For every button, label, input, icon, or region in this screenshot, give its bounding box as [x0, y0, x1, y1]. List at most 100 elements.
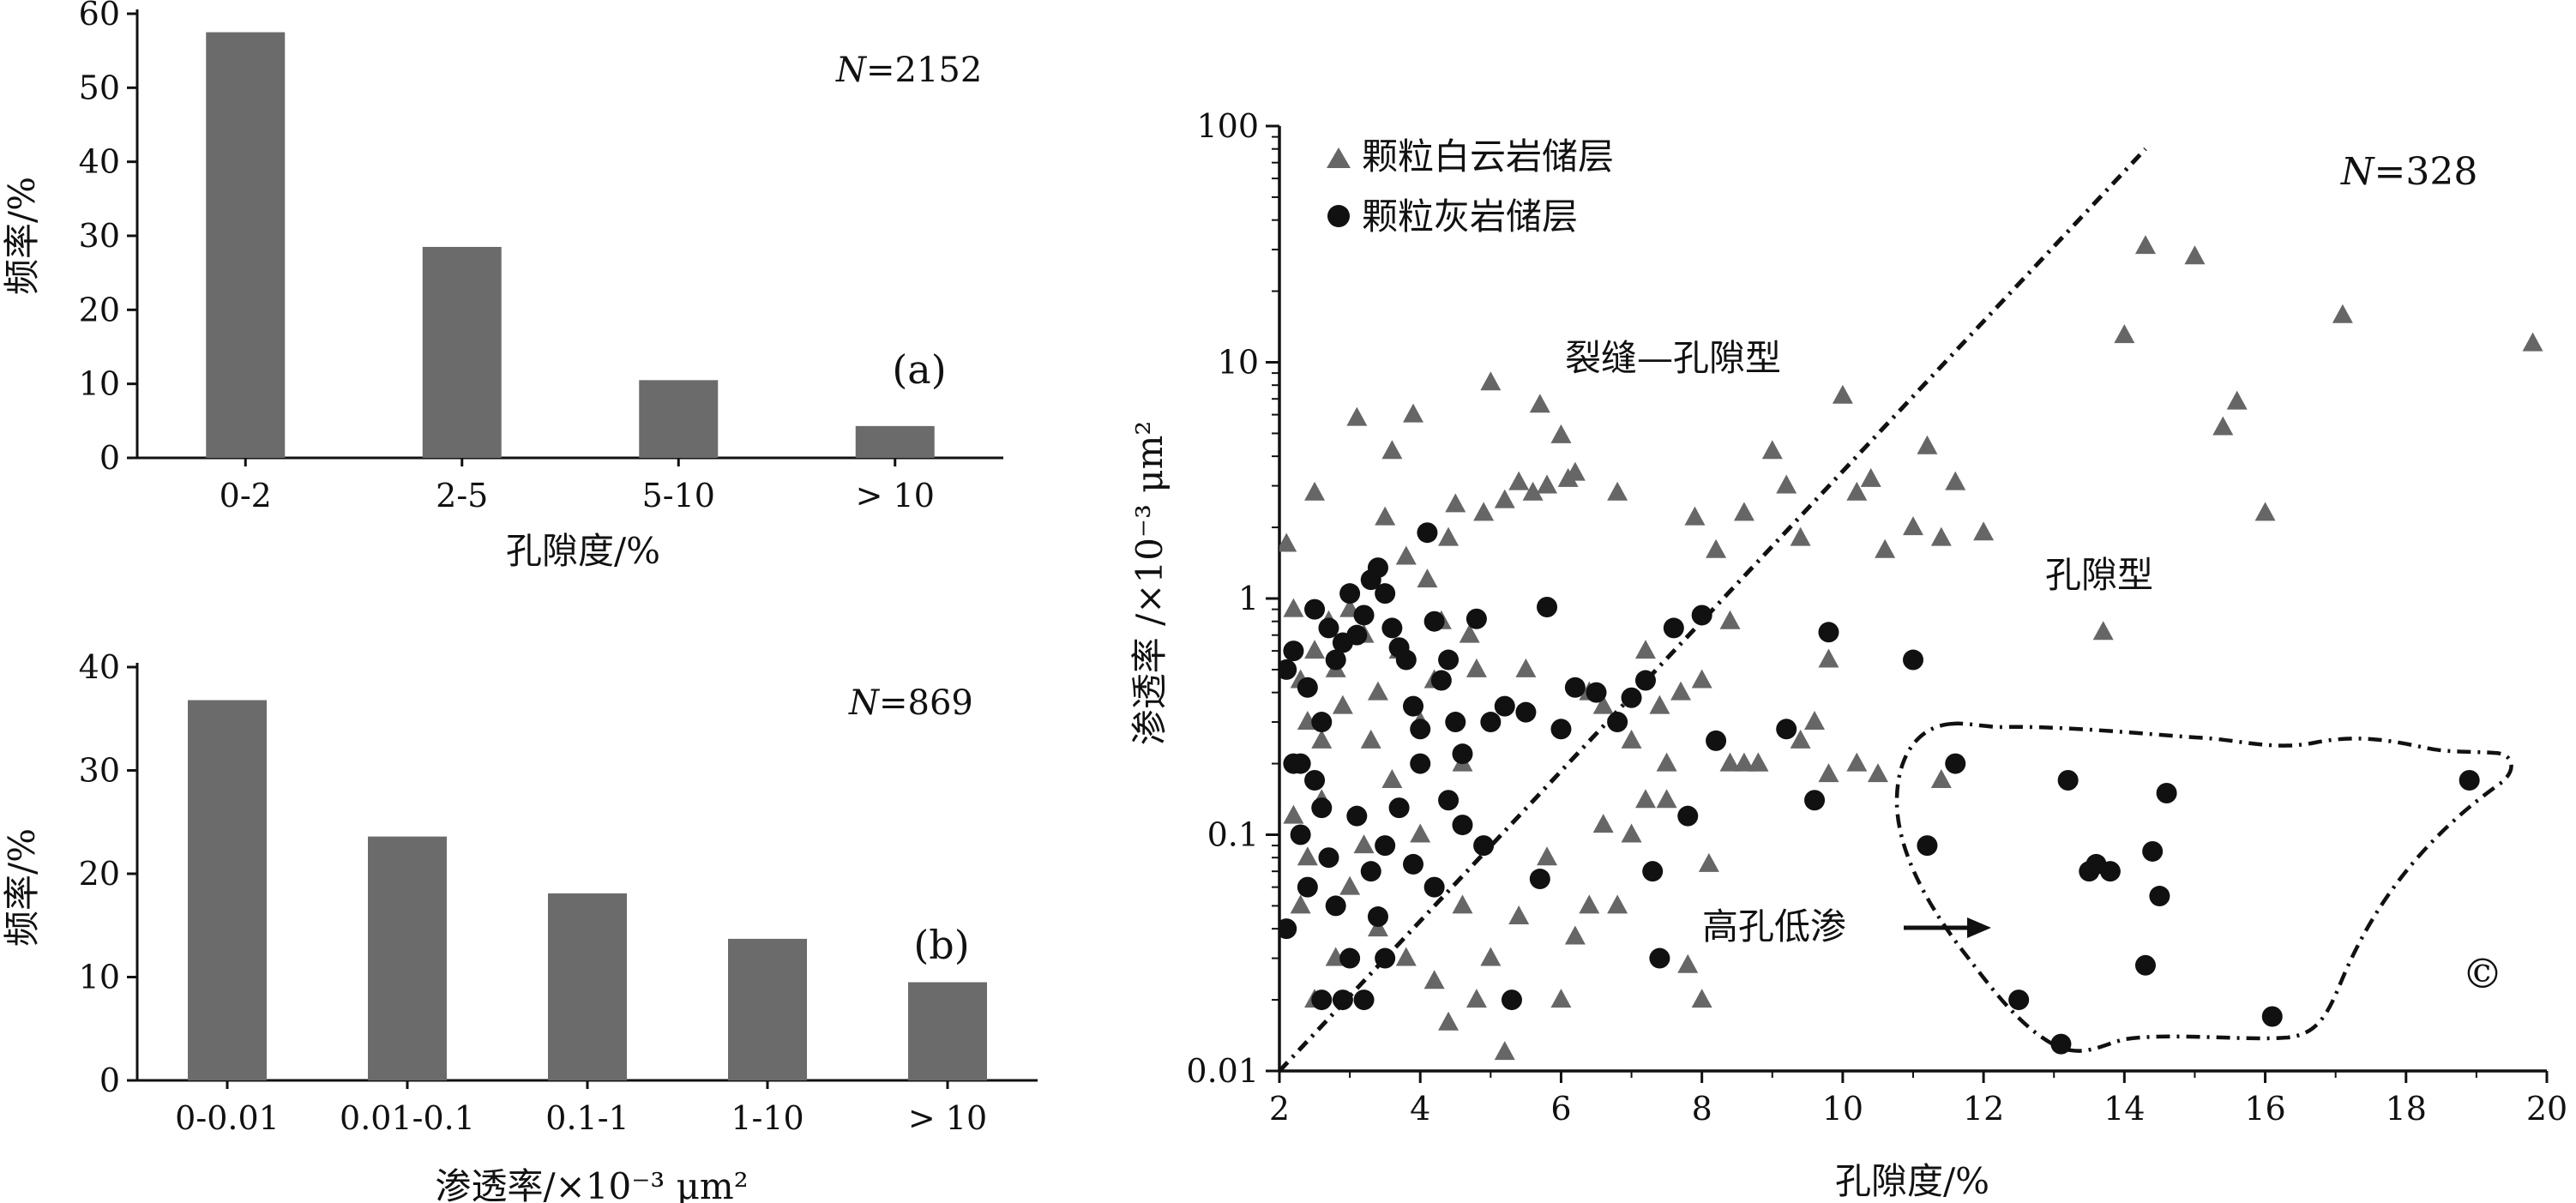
circle-point — [2008, 989, 2030, 1011]
panel-b-yticks: 0 10 20 30 40 — [79, 648, 137, 1099]
panel-c-n-label: N=328 — [2340, 150, 2477, 194]
triangle-point — [1846, 481, 1868, 501]
triangle-point — [1494, 489, 1515, 508]
x-tick-label: > 10 — [856, 477, 935, 514]
y-tick-label: 10 — [79, 959, 120, 996]
triangle-point — [1515, 658, 1537, 677]
triangle-point — [1733, 502, 1754, 521]
circle-point — [1818, 622, 1839, 643]
circle-point — [1607, 712, 1628, 733]
circle-point — [1304, 598, 1326, 620]
circle-point — [1903, 649, 1923, 671]
circle-point — [1395, 649, 1417, 671]
triangle-point — [1494, 1041, 1515, 1061]
circle-point — [1325, 649, 1346, 671]
circle-point — [1403, 695, 1424, 717]
x-tick-label: 0-0.01 — [175, 1099, 280, 1137]
triangle-point — [1283, 804, 1304, 824]
panel-b-xticks: 0-0.01 0.01-0.1 0.1-1 1-10 > 10 — [175, 1080, 987, 1137]
bar — [855, 425, 935, 458]
triangle-point — [1395, 545, 1417, 565]
triangle-point — [1367, 917, 1388, 937]
panel-b-tag: (b) — [913, 922, 969, 968]
triangle-point — [2254, 502, 2276, 521]
triangle-point — [1339, 875, 1361, 895]
triangle-point — [2092, 621, 2114, 641]
y-tick-label: 1 — [1238, 580, 1259, 617]
triangle-point — [1691, 989, 1712, 1008]
circle-point — [2142, 840, 2164, 862]
triangle-point — [1656, 752, 1677, 772]
x-tick-label: 0-2 — [220, 477, 272, 514]
triangle-point — [1466, 658, 1487, 677]
circle-point — [1634, 670, 1656, 691]
circle-point — [1339, 947, 1361, 969]
triangle-point — [1438, 526, 1460, 546]
circle-point — [2149, 886, 2170, 907]
circle-point — [1677, 805, 1699, 827]
bar — [908, 982, 987, 1080]
circle-point — [1353, 989, 1375, 1011]
panel-c: 0.01 0.1 1 10 100 2 4 6 8 10 12 14 16 18 20 颗粒白云岩储层 颗… — [1129, 107, 2567, 1202]
circle-point — [1586, 682, 1607, 703]
triangle-point — [1649, 695, 1670, 714]
circle-point — [1430, 670, 1452, 691]
circle-point — [1367, 557, 1388, 579]
circle-point — [1311, 712, 1333, 733]
circle-point — [1515, 701, 1537, 723]
circle-point — [1346, 624, 1368, 646]
legend-triangle-marker — [1327, 147, 1351, 168]
panel-b-n-label: N=869 — [848, 683, 973, 723]
circle-point — [1649, 947, 1670, 969]
circle-point — [1381, 617, 1403, 639]
panel-b-ylabel: 频率/% — [1, 828, 43, 947]
triangle-point — [1832, 384, 1853, 404]
triangle-point — [1634, 789, 1656, 809]
x-tick-label: > 10 — [908, 1099, 987, 1137]
circle-point — [1945, 753, 1966, 774]
panel-a-ylabel: 频率/% — [1, 177, 43, 295]
circle-point — [1537, 596, 1558, 617]
y-tick-label: 20 — [79, 855, 120, 893]
panel-a-xticks: 0-2 2-5 5-10 > 10 — [220, 458, 935, 514]
triangle-point — [1670, 681, 1692, 701]
circle-point — [1423, 876, 1445, 898]
legend-entry-dolomite: 颗粒白云岩储层 — [1362, 135, 1614, 177]
bar — [368, 836, 447, 1080]
x-tick-label: 12 — [1963, 1090, 2004, 1128]
circle-point — [1279, 918, 1297, 940]
triangle-point — [1403, 403, 1424, 423]
circle-point — [1917, 835, 1938, 857]
triangle-point — [1550, 989, 1572, 1008]
bar — [639, 380, 719, 458]
triangle-point — [1867, 763, 1888, 783]
circle-point — [1279, 659, 1297, 680]
triangle-point — [1410, 823, 1431, 843]
annotation-fracture-pore: 裂缝—孔隙型 — [1565, 337, 1781, 379]
x-tick-label: 4 — [1410, 1090, 1430, 1128]
circle-point — [1346, 805, 1368, 827]
triangle-point — [1818, 648, 1839, 668]
triangle-point — [1360, 729, 1381, 749]
triangle-point — [1564, 925, 1586, 945]
x-tick-label: 10 — [1822, 1090, 1863, 1128]
panel-c-tag: © — [2462, 950, 2503, 998]
triangle-point — [1917, 435, 1938, 454]
circle-point — [2459, 770, 2480, 791]
bar — [188, 700, 267, 1080]
triangle-point — [1684, 506, 1706, 526]
triangle-point — [1297, 846, 1318, 866]
high-porosity-low-permeability-outline — [1894, 721, 2513, 1053]
bar — [728, 938, 807, 1080]
panel-a-tag: (a) — [892, 346, 946, 393]
triangle-point — [1445, 493, 1466, 513]
panel-a-plot — [135, 9, 1003, 460]
triangle-point — [1973, 521, 1995, 541]
triangle-point — [1903, 516, 1923, 536]
circle-point — [1360, 861, 1381, 882]
triangle-point — [1550, 424, 1572, 443]
triangle-point — [1790, 526, 1811, 546]
triangle-point — [1698, 852, 1719, 872]
x-tick-label: 2-5 — [436, 477, 488, 514]
x-tick-label: 1-10 — [731, 1099, 803, 1137]
